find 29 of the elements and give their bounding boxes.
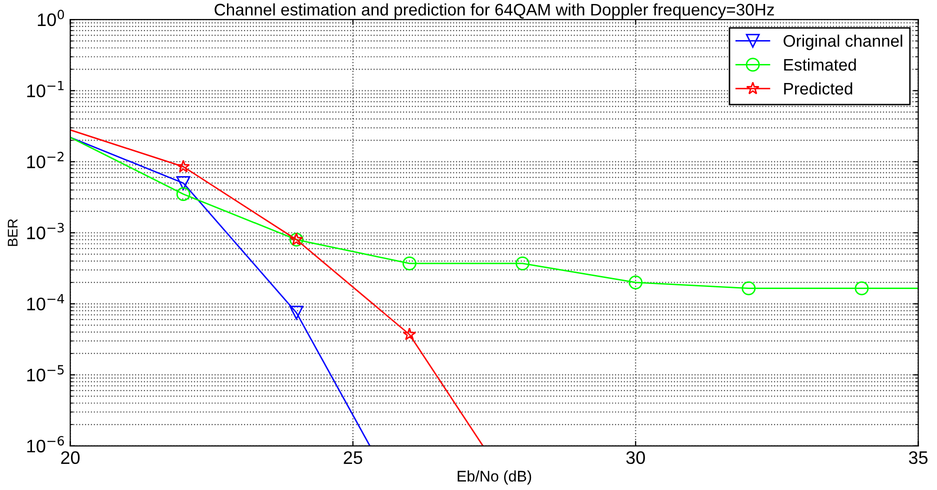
point [742, 281, 756, 296]
y-tick-label: 10$^{−3}$ [27, 222, 64, 240]
point [628, 275, 643, 290]
point [402, 256, 416, 270]
point [176, 176, 190, 190]
x-tick-label: 25 [344, 451, 362, 464]
x-tick-label: 20 [61, 451, 80, 464]
chart-title: Channel estimation and prediction for 64QAM with Doppler frequency=30Hz [214, 3, 774, 19]
y-tick-label: 10$^{−6}$ [27, 436, 64, 452]
point [176, 187, 190, 202]
line-series [70, 136, 371, 446]
y-axis-title: BER [8, 219, 18, 246]
y-tick-label: 10$^{−4}$ [27, 294, 64, 310]
x-tick-label: 35 [908, 451, 928, 464]
point [402, 328, 416, 340]
y-tick-label: 10$^{−2}$ [27, 152, 64, 168]
legend-label: Estimated [784, 58, 856, 71]
x-axis-title: Eb/No (dB) [458, 470, 532, 485]
legend-label: Original channel [784, 34, 902, 50]
point [516, 256, 530, 270]
point [854, 281, 869, 296]
point [176, 160, 190, 172]
x-tick-label: 30 [626, 451, 645, 464]
legend-label: Predicted [784, 82, 852, 95]
line-series [70, 129, 484, 446]
point [289, 306, 304, 320]
y-tick-label: 10$^{−1}$ [27, 80, 64, 98]
y-tick-label: 10$^{−5}$ [27, 365, 64, 382]
y-tick-label: 10$^{0}$ [38, 10, 64, 26]
